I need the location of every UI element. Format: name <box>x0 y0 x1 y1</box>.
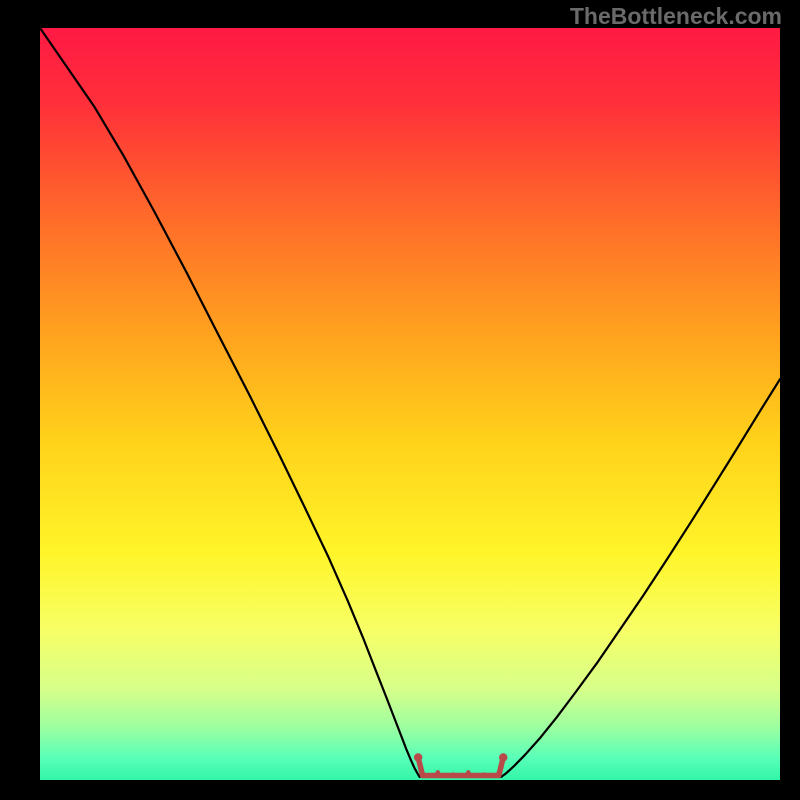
gradient-background <box>40 28 780 780</box>
optimal-band-right-cap <box>499 753 507 761</box>
optimal-band-marker <box>436 770 441 775</box>
bottleneck-chart <box>40 28 780 780</box>
optimal-band-marker <box>451 772 456 777</box>
chart-container: TheBottleneck.com <box>0 0 800 800</box>
plot-area <box>40 28 780 780</box>
optimal-band-left-cap <box>414 753 422 761</box>
watermark-label: TheBottleneck.com <box>570 3 782 30</box>
optimal-band-marker <box>466 770 471 775</box>
optimal-band-marker <box>481 772 486 777</box>
